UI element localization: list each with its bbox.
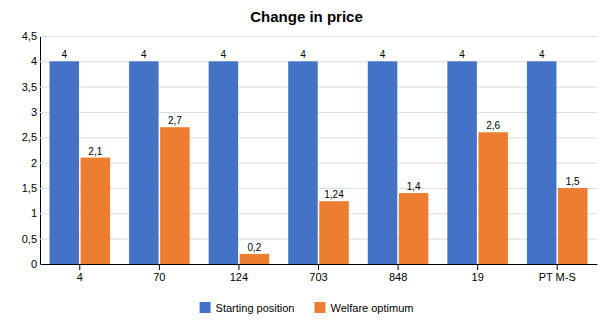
bar bbox=[558, 188, 587, 264]
bars bbox=[50, 61, 588, 264]
grid-line bbox=[40, 239, 597, 240]
chart: Change in price 0 0,5 1 1,5 2 2,5 3 3,5 4 4,5 4 70 12… bbox=[0, 0, 613, 322]
y-tick-label: 4,5 bbox=[22, 30, 37, 42]
y-tick-label: 2,5 bbox=[22, 131, 37, 143]
bar bbox=[319, 201, 348, 264]
x-tick: 848 bbox=[389, 264, 407, 283]
tick-mark bbox=[557, 264, 558, 270]
data-label: 4 bbox=[221, 49, 227, 60]
x-tick-label: 703 bbox=[309, 271, 327, 283]
tick-mark bbox=[238, 264, 239, 270]
tick-mark bbox=[159, 264, 160, 270]
data-label: 4 bbox=[300, 49, 306, 60]
bar bbox=[288, 61, 317, 264]
legend-label: Welfare optimum bbox=[330, 302, 413, 314]
data-label: 4 bbox=[459, 49, 465, 60]
data-label: 1,24 bbox=[324, 189, 344, 200]
data-label: 2,1 bbox=[88, 146, 102, 157]
data-label: 1,4 bbox=[407, 181, 421, 192]
bar bbox=[129, 61, 158, 264]
bar bbox=[478, 132, 507, 264]
bar bbox=[399, 193, 428, 264]
legend-label: Starting position bbox=[216, 302, 295, 314]
tick-mark bbox=[79, 264, 80, 270]
bar bbox=[240, 254, 269, 264]
y-tick-label: 2 bbox=[31, 157, 37, 169]
bar bbox=[50, 61, 79, 264]
legend-item: Welfare optimum bbox=[314, 302, 413, 314]
data-label: 4 bbox=[61, 49, 67, 60]
y-tick-label: 1 bbox=[31, 207, 37, 219]
grid-line bbox=[40, 112, 597, 113]
data-label: 4 bbox=[380, 49, 386, 60]
legend-swatch bbox=[314, 302, 325, 313]
tick-mark bbox=[318, 264, 319, 270]
y-tick-label: 4 bbox=[31, 55, 37, 67]
grid-line bbox=[40, 137, 597, 138]
x-tick-label: 124 bbox=[230, 271, 248, 283]
tick-mark bbox=[398, 264, 399, 270]
data-label: 1,5 bbox=[566, 176, 580, 187]
y-tick-label: 0 bbox=[31, 258, 37, 270]
y-tick-label: 0,5 bbox=[22, 233, 37, 245]
data-label: 4 bbox=[539, 49, 545, 60]
title: Change in price bbox=[250, 8, 363, 25]
y-axis-line bbox=[40, 37, 41, 265]
grid-line bbox=[40, 36, 597, 37]
data-label: 2,6 bbox=[486, 120, 500, 131]
data-label: 0,2 bbox=[248, 242, 262, 253]
tick-mark bbox=[477, 264, 478, 270]
legend: Starting position Welfare optimum bbox=[200, 302, 414, 314]
y-axis: 0 0,5 1 1,5 2 2,5 3 3,5 4 4,5 bbox=[22, 30, 597, 270]
data-labels: 4 4 4 4 4 4 4 2,1 2,7 0,2 1,24 1,4 2,6 1,5 bbox=[61, 49, 580, 253]
x-tick-label: 4 bbox=[77, 271, 83, 283]
x-tick: 124 bbox=[230, 264, 248, 283]
legend-item: Starting position bbox=[200, 302, 295, 314]
bar bbox=[81, 158, 110, 264]
x-tick-label: 848 bbox=[389, 271, 407, 283]
y-tick-label: 3,5 bbox=[22, 81, 37, 93]
x-tick-label: 19 bbox=[472, 271, 484, 283]
bar bbox=[160, 127, 189, 264]
grid-line bbox=[40, 87, 597, 88]
bar bbox=[447, 61, 476, 264]
data-label: 4 bbox=[141, 49, 147, 60]
data-label: 2,7 bbox=[168, 115, 182, 126]
x-tick: PT M-S bbox=[539, 264, 576, 283]
x-tick: 70 bbox=[153, 264, 165, 283]
bar bbox=[527, 61, 556, 264]
grid-line bbox=[40, 213, 597, 214]
legend-swatch bbox=[200, 302, 211, 313]
y-tick-label: 3 bbox=[31, 106, 37, 118]
grid-line bbox=[40, 61, 597, 62]
bar bbox=[209, 61, 238, 264]
x-tick: 19 bbox=[472, 264, 484, 283]
plot: 0 0,5 1 1,5 2 2,5 3 3,5 4 4,5 4 70 124 703 848 19 PT M-S… bbox=[22, 30, 598, 283]
y-tick-label: 1,5 bbox=[22, 182, 37, 194]
grid-line bbox=[40, 163, 597, 164]
x-axis: 4 70 124 703 848 19 PT M-S bbox=[41, 264, 598, 283]
x-tick: 703 bbox=[309, 264, 327, 283]
grid-line bbox=[40, 188, 597, 189]
x-tick-label: 70 bbox=[153, 271, 165, 283]
y-tick: 4,5 bbox=[22, 30, 597, 42]
x-tick: 4 bbox=[77, 264, 83, 283]
bar bbox=[368, 61, 397, 264]
x-tick-label: PT M-S bbox=[539, 271, 576, 283]
